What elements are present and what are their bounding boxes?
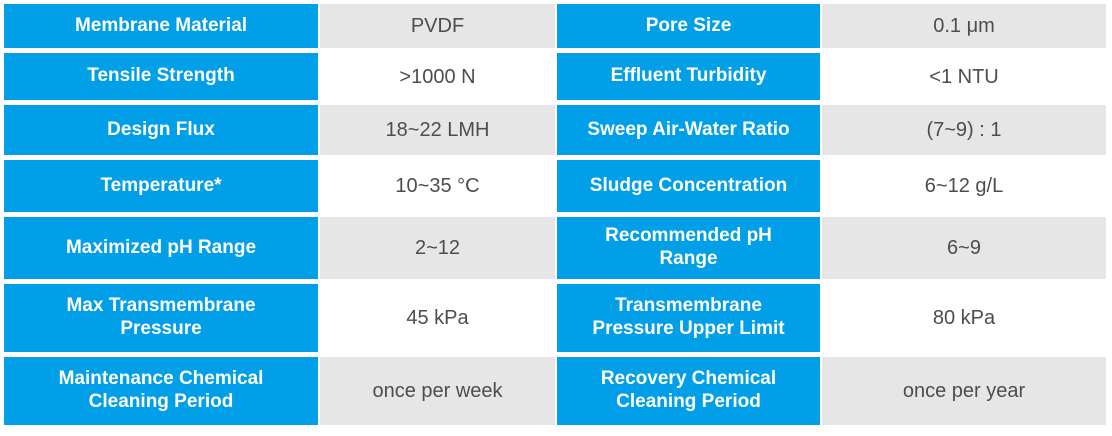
spec-label-cell: Sludge Concentration [557, 160, 820, 212]
spec-value-cell: 6~12 g/L [822, 160, 1106, 212]
spec-value-cell: once per year [822, 357, 1106, 425]
spec-value-cell: <1 NTU [822, 53, 1106, 100]
spec-label-cell: Membrane Material [4, 4, 318, 48]
spec-value-cell: 10~35 °C [320, 160, 555, 212]
spec-value-cell: once per week [320, 357, 555, 425]
spec-label-cell: Sweep Air-Water Ratio [557, 105, 820, 155]
table-row: Membrane Material PVDF Pore Size 0.1 μm [4, 4, 1112, 48]
table-row: Tensile Strength >1000 N Effluent Turbid… [4, 53, 1112, 100]
spec-label-cell: Tensile Strength [4, 53, 318, 100]
spec-value-cell: PVDF [320, 4, 555, 48]
spec-value-cell: 6~9 [822, 217, 1106, 279]
spec-label-cell: Maximized pH Range [4, 217, 318, 279]
table-row: Design Flux 18~22 LMH Sweep Air-Water Ra… [4, 105, 1112, 155]
spec-label-cell: Transmembrane Pressure Upper Limit [557, 284, 820, 352]
spec-value-cell: (7~9) : 1 [822, 105, 1106, 155]
spec-label-cell: Temperature* [4, 160, 318, 212]
spec-value-cell: 45 kPa [320, 284, 555, 352]
spec-label-cell: Recommended pH Range [557, 217, 820, 279]
table-row: Maintenance Chemical Cleaning Period onc… [4, 357, 1112, 425]
spec-label-cell: Effluent Turbidity [557, 53, 820, 100]
spec-label-cell: Max Transmembrane Pressure [4, 284, 318, 352]
spec-label-cell: Recovery Chemical Cleaning Period [557, 357, 820, 425]
table-row: Max Transmembrane Pressure 45 kPa Transm… [4, 284, 1112, 352]
membrane-spec-table: Membrane Material PVDF Pore Size 0.1 μm … [4, 4, 1112, 425]
spec-value-cell: 18~22 LMH [320, 105, 555, 155]
spec-value-cell: 2~12 [320, 217, 555, 279]
spec-label-cell: Maintenance Chemical Cleaning Period [4, 357, 318, 425]
spec-label-cell: Design Flux [4, 105, 318, 155]
table-row: Maximized pH Range 2~12 Recommended pH R… [4, 217, 1112, 279]
table-row: Temperature* 10~35 °C Sludge Concentrati… [4, 160, 1112, 212]
spec-value-cell: 80 kPa [822, 284, 1106, 352]
spec-value-cell: 0.1 μm [822, 4, 1106, 48]
spec-value-cell: >1000 N [320, 53, 555, 100]
spec-label-cell: Pore Size [557, 4, 820, 48]
